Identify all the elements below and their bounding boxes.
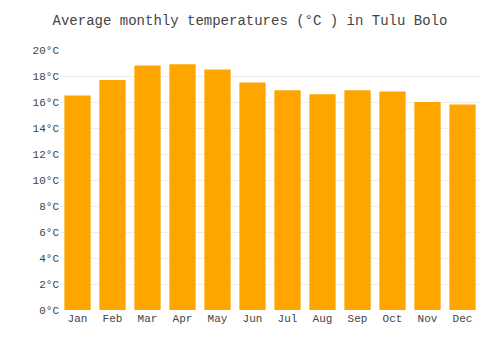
svg-text:2°C: 2°C bbox=[39, 279, 59, 291]
svg-text:Nov: Nov bbox=[418, 313, 438, 325]
svg-text:Oct: Oct bbox=[383, 313, 403, 325]
svg-text:Dec: Dec bbox=[453, 313, 473, 325]
svg-text:Sep: Sep bbox=[348, 313, 368, 325]
svg-text:0°C: 0°C bbox=[39, 305, 59, 317]
svg-text:8°C: 8°C bbox=[39, 201, 59, 213]
svg-text:Average monthly temperatures (: Average monthly temperatures (°C ) in Tu… bbox=[53, 13, 448, 29]
svg-text:20°C: 20°C bbox=[33, 45, 60, 57]
svg-text:Apr: Apr bbox=[173, 313, 193, 325]
svg-text:Jan: Jan bbox=[68, 313, 88, 325]
svg-text:Mar: Mar bbox=[138, 313, 158, 325]
svg-text:10°C: 10°C bbox=[33, 175, 60, 187]
svg-text:12°C: 12°C bbox=[33, 149, 60, 161]
svg-text:16°C: 16°C bbox=[33, 97, 60, 109]
svg-text:Jun: Jun bbox=[243, 313, 263, 325]
svg-text:Feb: Feb bbox=[103, 313, 123, 325]
svg-text:14°C: 14°C bbox=[33, 123, 60, 135]
svg-text:4°C: 4°C bbox=[39, 253, 59, 265]
svg-text:18°C: 18°C bbox=[33, 71, 60, 83]
svg-text:Aug: Aug bbox=[313, 313, 333, 325]
svg-text:Jul: Jul bbox=[278, 313, 298, 325]
svg-text:6°C: 6°C bbox=[39, 227, 59, 239]
svg-text:May: May bbox=[208, 313, 228, 325]
